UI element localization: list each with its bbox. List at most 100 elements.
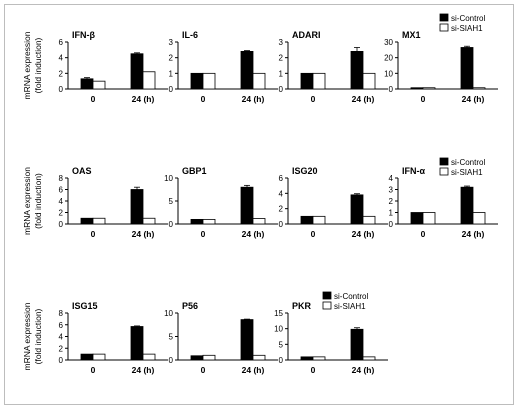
y-tick-label: 30 [384, 38, 393, 47]
y-tick-label: 20 [384, 54, 393, 63]
y-tick-label: 0 [59, 220, 64, 229]
x-tick-label: 0 [91, 229, 96, 239]
bar-si-siah1 [472, 212, 486, 225]
y-tick-label: 0 [279, 356, 284, 365]
bar-si-control [190, 218, 204, 225]
bar-si-siah1 [92, 217, 106, 225]
chart-panel-7: 0 1 2 3 4 IFN-α 0 24 (h) [389, 166, 498, 239]
panel-title: ISG20 [292, 166, 318, 176]
bar-si-control [300, 356, 314, 361]
y-tick-label: 0 [169, 356, 174, 365]
y-tick-label: 6 [59, 38, 64, 47]
y-axis-title: (fold induction) [33, 173, 43, 229]
panel-title: ISG15 [72, 301, 98, 311]
legend-label: si-Control [451, 14, 485, 23]
y-tick-label: 0 [59, 85, 64, 94]
y-tick-label: 10 [164, 174, 173, 183]
panel-title: ADARI [292, 30, 321, 40]
y-tick-label: 3 [279, 38, 284, 47]
bar-si-siah1 [312, 356, 326, 361]
y-tick-label: 2 [59, 344, 64, 353]
figure-frame [4, 4, 514, 405]
y-tick-label: 6 [59, 186, 64, 195]
panel-title: GBP1 [182, 166, 207, 176]
bar-si-control [240, 319, 254, 361]
y-tick-label: 4 [59, 54, 64, 63]
y-tick-label: 10 [384, 69, 393, 78]
x-tick-label: 0 [201, 365, 206, 375]
y-tick-label: 8 [59, 174, 64, 183]
y-tick-label: 4 [279, 189, 284, 198]
bar-si-control [410, 212, 424, 225]
bar-si-siah1 [92, 353, 106, 361]
bar-si-control [190, 72, 204, 90]
y-tick-label: 2 [169, 54, 174, 63]
x-tick-label: 24 (h) [242, 94, 265, 104]
bar-si-control [80, 78, 94, 90]
y-tick-label: 8 [59, 309, 64, 318]
y-tick-label: 5 [169, 197, 174, 206]
bar-si-siah1 [202, 72, 216, 90]
x-tick-label: 24 (h) [352, 365, 375, 375]
y-axis-title: (fold induction) [33, 37, 43, 93]
bar-si-siah1 [142, 217, 156, 225]
x-tick-label: 0 [311, 229, 316, 239]
bar-si-siah1 [362, 356, 376, 361]
x-tick-label: 0 [311, 365, 316, 375]
bar-si-control [130, 326, 144, 361]
y-tick-label: 2 [59, 209, 64, 218]
y-tick-label: 4 [389, 174, 394, 183]
x-tick-label: 24 (h) [462, 94, 485, 104]
x-tick-label: 0 [201, 94, 206, 104]
x-tick-label: 24 (h) [352, 94, 375, 104]
bar-si-siah1 [362, 215, 376, 225]
panel-title: P56 [182, 301, 198, 311]
y-tick-label: 10 [274, 325, 283, 334]
panel-title: IFN-β [72, 30, 95, 40]
panel-title: PKR [292, 301, 312, 311]
bar-si-control [410, 87, 424, 90]
legend-label: si-SIAH1 [334, 302, 366, 311]
y-tick-label: 4 [59, 333, 64, 342]
legend-swatch [439, 167, 449, 176]
chart-panel-6: 0 2 4 6 ISG20 0 24 (h) [279, 166, 388, 239]
y-tick-label: 0 [389, 85, 394, 94]
y-tick-label: 15 [274, 309, 283, 318]
bar-si-control [300, 215, 314, 225]
bar-si-siah1 [142, 71, 156, 90]
legend-swatch [439, 13, 449, 22]
bar-si-siah1 [202, 218, 216, 225]
x-tick-label: 24 (h) [352, 229, 375, 239]
y-tick-label: 5 [169, 333, 174, 342]
bar-si-control [240, 51, 254, 90]
chart-panel-3: 0 10 20 30 MX1 0 24 (h) [384, 30, 498, 104]
x-tick-label: 0 [91, 94, 96, 104]
legend-label: si-SIAH1 [451, 24, 483, 33]
y-tick-label: 2 [389, 197, 394, 206]
bar-si-control [350, 51, 364, 90]
x-tick-label: 0 [311, 94, 316, 104]
x-tick-label: 24 (h) [242, 365, 265, 375]
panel-title: IFN-α [402, 166, 425, 176]
y-tick-label: 10 [164, 309, 173, 318]
bar-si-siah1 [472, 87, 486, 90]
x-tick-label: 0 [91, 365, 96, 375]
bar-si-control [190, 355, 204, 361]
bar-si-control [130, 53, 144, 90]
x-tick-label: 24 (h) [132, 229, 155, 239]
bar-si-control [300, 72, 314, 90]
y-tick-label: 0 [169, 85, 174, 94]
x-tick-label: 24 (h) [242, 229, 265, 239]
bar-si-control [350, 328, 364, 361]
chart-panel-4: 0 2 4 6 8 OAS 0 24 (h) [59, 166, 168, 239]
y-axis-title: mRNA expression [22, 31, 32, 99]
x-tick-label: 0 [421, 94, 426, 104]
legend-label: si-Control [451, 158, 485, 167]
x-tick-label: 0 [201, 229, 206, 239]
y-tick-label: 0 [389, 220, 394, 229]
y-tick-label: 0 [279, 85, 284, 94]
bar-si-siah1 [312, 72, 326, 90]
